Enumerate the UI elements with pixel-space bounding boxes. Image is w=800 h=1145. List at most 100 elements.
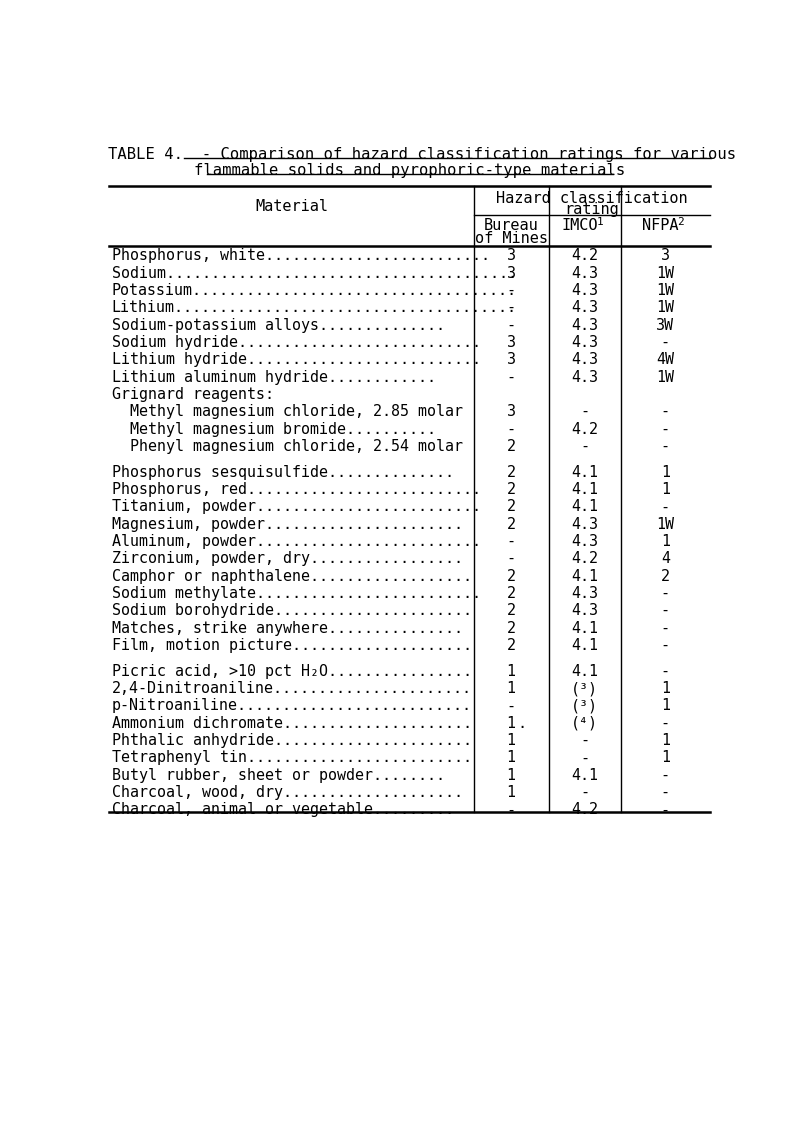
Text: Aluminum, powder.........................: Aluminum, powder........................… xyxy=(112,534,481,548)
Text: 4.1: 4.1 xyxy=(571,465,598,480)
Text: 1: 1 xyxy=(661,698,670,713)
Text: 2: 2 xyxy=(506,603,516,618)
Text: 1: 1 xyxy=(661,534,670,548)
Text: 4.2: 4.2 xyxy=(571,803,598,818)
Text: 4.3: 4.3 xyxy=(571,534,598,548)
Text: -: - xyxy=(580,750,590,765)
Text: 1: 1 xyxy=(597,216,604,227)
Text: (⁴): (⁴) xyxy=(571,716,598,731)
Text: -: - xyxy=(506,370,516,385)
Text: 4.1: 4.1 xyxy=(571,664,598,679)
Text: Lithium......................................: Lithium.................................… xyxy=(112,300,517,315)
Text: -: - xyxy=(580,439,590,453)
Text: Sodium.......................................: Sodium..................................… xyxy=(112,266,517,281)
Text: Methyl magnesium chloride, 2.85 molar: Methyl magnesium chloride, 2.85 molar xyxy=(112,404,462,419)
Text: 2: 2 xyxy=(506,439,516,453)
Text: 3: 3 xyxy=(506,334,516,350)
Text: -: - xyxy=(661,638,670,653)
Text: 1: 1 xyxy=(661,733,670,748)
Text: 2: 2 xyxy=(678,216,684,227)
Text: -: - xyxy=(661,439,670,453)
Text: 3W: 3W xyxy=(656,317,674,332)
Text: 4.1: 4.1 xyxy=(571,621,598,635)
Text: -: - xyxy=(661,803,670,818)
Text: Grignard reagents:: Grignard reagents: xyxy=(112,387,274,402)
Text: Methyl magnesium bromide..........: Methyl magnesium bromide.......... xyxy=(112,421,436,436)
Text: 1: 1 xyxy=(661,681,670,696)
Text: 1: 1 xyxy=(506,750,516,765)
Text: 4.1: 4.1 xyxy=(571,638,598,653)
Text: Sodium methylate.........................: Sodium methylate........................… xyxy=(112,586,481,601)
Text: 2: 2 xyxy=(506,621,516,635)
Text: Zirconium, powder, dry.................: Zirconium, powder, dry................. xyxy=(112,551,462,567)
Text: 4.1: 4.1 xyxy=(571,482,598,497)
Text: Film, motion picture....................: Film, motion picture.................... xyxy=(112,638,472,653)
Text: -: - xyxy=(506,283,516,298)
Text: Lithium hydride..........................: Lithium hydride.........................… xyxy=(112,353,481,368)
Text: 4.3: 4.3 xyxy=(571,300,598,315)
Text: 4.2: 4.2 xyxy=(571,551,598,567)
Text: -: - xyxy=(580,404,590,419)
Text: -: - xyxy=(506,317,516,332)
Text: Sodium hydride...........................: Sodium hydride..........................… xyxy=(112,334,481,350)
Text: 1W: 1W xyxy=(656,516,674,531)
Text: 3: 3 xyxy=(506,266,516,281)
Text: -: - xyxy=(661,664,670,679)
Text: 1: 1 xyxy=(661,750,670,765)
Text: 1: 1 xyxy=(506,785,516,800)
Text: 3: 3 xyxy=(506,248,516,263)
Text: Tetraphenyl tin.........................: Tetraphenyl tin......................... xyxy=(112,750,472,765)
Text: -: - xyxy=(661,767,670,783)
Text: Charcoal, wood, dry....................: Charcoal, wood, dry.................... xyxy=(112,785,462,800)
Text: 1W: 1W xyxy=(656,300,674,315)
Text: Sodium borohydride......................: Sodium borohydride...................... xyxy=(112,603,472,618)
Text: -: - xyxy=(661,334,670,350)
Text: 2,4-Dinitroaniline......................: 2,4-Dinitroaniline...................... xyxy=(112,681,472,696)
Text: -: - xyxy=(661,603,670,618)
Text: -: - xyxy=(580,733,590,748)
Text: -: - xyxy=(661,421,670,436)
Text: Lithium aluminum hydride............: Lithium aluminum hydride............ xyxy=(112,370,436,385)
Text: -: - xyxy=(506,534,516,548)
Text: 1: 1 xyxy=(506,681,516,696)
Text: 1W: 1W xyxy=(656,283,674,298)
Text: -: - xyxy=(506,698,516,713)
Text: 1: 1 xyxy=(661,465,670,480)
Text: p-Nitroaniline..........................: p-Nitroaniline.......................... xyxy=(112,698,472,713)
Text: flammable solids and pyrophoric-type materials: flammable solids and pyrophoric-type mat… xyxy=(194,163,626,177)
Text: Camphor or naphthalene..................: Camphor or naphthalene.................. xyxy=(112,569,472,584)
Text: 1: 1 xyxy=(661,482,670,497)
Text: TABLE 4.  - Comparison of hazard classification ratings for various: TABLE 4. - Comparison of hazard classifi… xyxy=(108,147,736,161)
Text: -: - xyxy=(580,785,590,800)
Text: 2: 2 xyxy=(506,499,516,514)
Text: NFPA: NFPA xyxy=(642,219,679,234)
Text: 1: 1 xyxy=(506,733,516,748)
Text: 4.3: 4.3 xyxy=(571,370,598,385)
Text: 4.1: 4.1 xyxy=(571,767,598,783)
Text: 4.3: 4.3 xyxy=(571,283,598,298)
Text: -: - xyxy=(506,421,516,436)
Text: rating: rating xyxy=(564,202,619,218)
Text: -: - xyxy=(661,586,670,601)
Text: 3: 3 xyxy=(506,353,516,368)
Text: 1: 1 xyxy=(506,767,516,783)
Text: Matches, strike anywhere...............: Matches, strike anywhere............... xyxy=(112,621,462,635)
Text: (³): (³) xyxy=(571,698,598,713)
Text: Phthalic anhydride......................: Phthalic anhydride...................... xyxy=(112,733,472,748)
Text: 4.3: 4.3 xyxy=(571,603,598,618)
Text: Sodium-potassium alloys..............: Sodium-potassium alloys.............. xyxy=(112,317,445,332)
Text: 4.1: 4.1 xyxy=(571,499,598,514)
Text: 3: 3 xyxy=(661,248,670,263)
Text: Phosphorus, red..........................: Phosphorus, red.........................… xyxy=(112,482,481,497)
Text: 4.3: 4.3 xyxy=(571,353,598,368)
Text: -: - xyxy=(506,803,516,818)
Text: of Mines: of Mines xyxy=(474,230,548,245)
Text: 2: 2 xyxy=(506,569,516,584)
Text: Ammonium dichromate.....................: Ammonium dichromate..................... xyxy=(112,716,472,731)
Text: Charcoal, animal or vegetable.........: Charcoal, animal or vegetable......... xyxy=(112,803,454,818)
Text: 4: 4 xyxy=(661,551,670,567)
Text: (³): (³) xyxy=(571,681,598,696)
Text: 1: 1 xyxy=(506,664,516,679)
Text: Phosphorus, white.........................: Phosphorus, white.......................… xyxy=(112,248,490,263)
Text: Potassium....................................: Potassium...............................… xyxy=(112,283,517,298)
